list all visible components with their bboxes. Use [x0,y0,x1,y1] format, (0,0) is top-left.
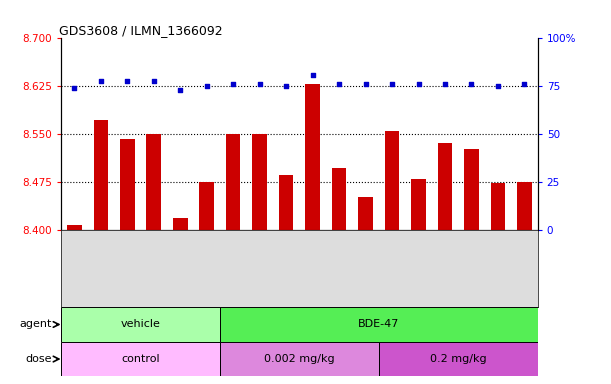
Text: GDS3608 / ILMN_1366092: GDS3608 / ILMN_1366092 [59,24,222,37]
Text: 0.002 mg/kg: 0.002 mg/kg [264,354,335,364]
Bar [358,197,373,230]
Bar [199,182,214,230]
Point [122,78,132,84]
Bar [306,84,320,230]
Bar [61,342,220,376]
Bar [517,182,532,230]
Point [255,81,265,88]
Text: dose: dose [25,354,51,364]
Point [229,81,238,88]
Bar [411,179,426,230]
Bar [437,143,452,230]
Bar [120,139,134,230]
Bar [279,175,293,230]
Bar [220,342,379,376]
Bar [379,342,538,376]
Bar [173,218,188,230]
Point [519,81,529,88]
Point [467,81,477,88]
Bar [220,307,538,342]
Point [70,85,79,91]
Point [334,81,344,88]
Point [96,78,106,84]
Point [387,81,397,88]
Bar [93,120,108,230]
Point [308,72,318,78]
Text: 0.2 mg/kg: 0.2 mg/kg [430,354,486,364]
Text: control: control [121,354,160,364]
Bar [67,225,82,230]
Bar [226,134,241,230]
Point [281,83,291,89]
Bar [464,149,479,230]
Bar [385,131,400,230]
Text: vehicle: vehicle [120,319,161,329]
Text: agent: agent [19,319,51,329]
Bar [147,134,161,230]
Point [360,81,370,88]
Point [149,78,159,84]
Text: BDE-47: BDE-47 [358,319,400,329]
Point [440,81,450,88]
Point [202,83,211,89]
Point [414,81,423,88]
Point [493,83,503,89]
Bar [252,134,267,230]
Bar [332,168,346,230]
Point [175,87,185,93]
Bar [61,307,220,342]
Bar [491,183,505,230]
